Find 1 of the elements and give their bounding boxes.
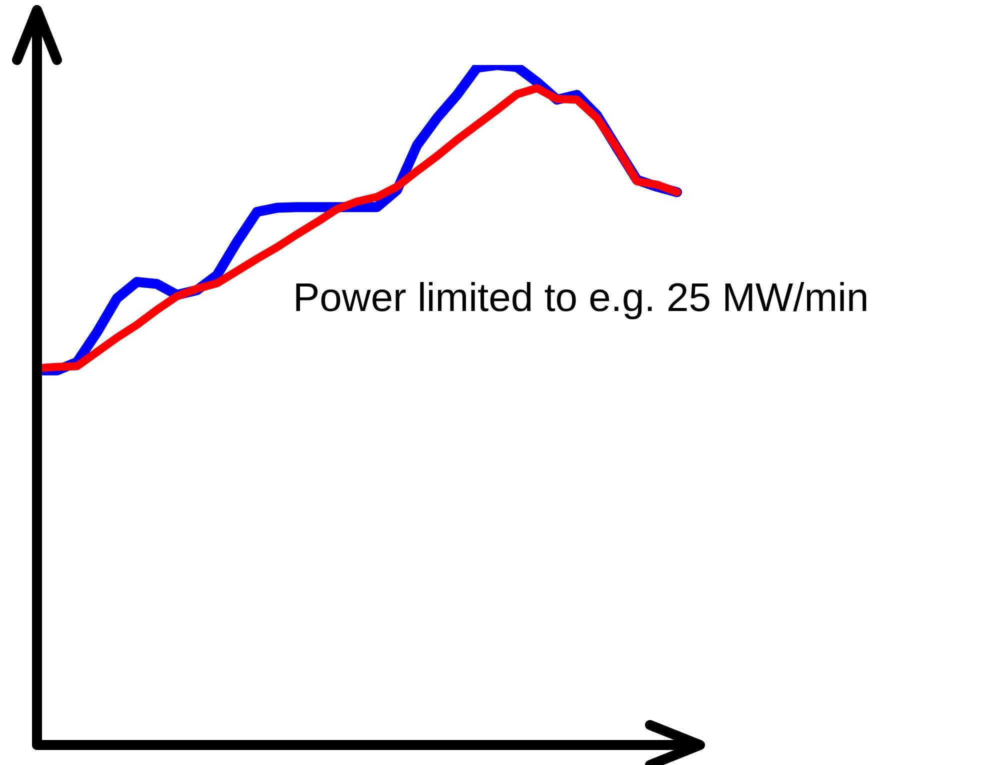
annotation: Power limited to e.g. 25 MW/min: [293, 276, 869, 320]
